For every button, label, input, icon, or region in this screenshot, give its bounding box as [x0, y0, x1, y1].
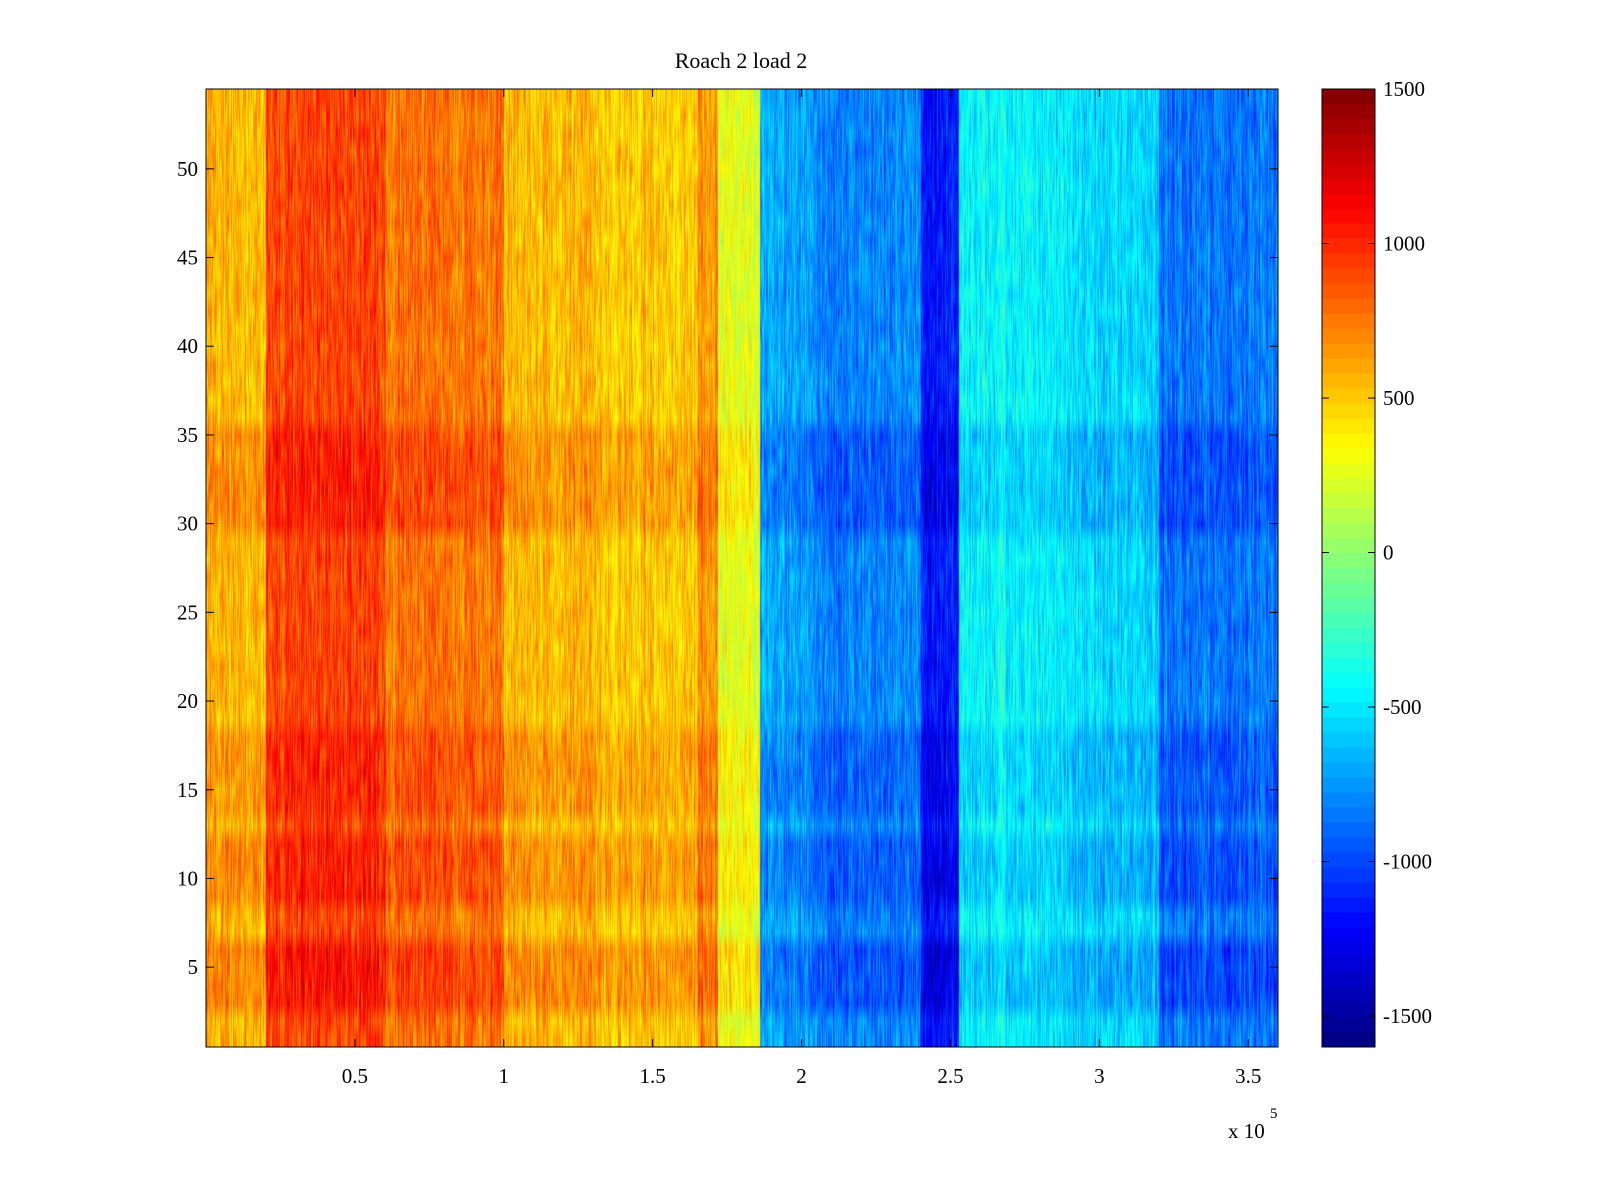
x-tick-label: 0.5 [342, 1064, 368, 1088]
x-tick-label: 3.5 [1235, 1064, 1261, 1088]
x-tick-label: 3 [1094, 1064, 1105, 1088]
heatmap-plot-area [205, 88, 1279, 1048]
colorbar-tick-label: 1500 [1383, 77, 1425, 101]
x-tick-label: 2.5 [937, 1064, 963, 1088]
x-tick-label: 2 [796, 1064, 807, 1088]
y-tick-label: 20 [177, 689, 198, 713]
y-tick-label: 25 [177, 600, 198, 624]
y-tick-label: 50 [177, 157, 198, 181]
y-tick-label: 10 [177, 866, 198, 890]
colorbar-tick-label: 1000 [1383, 232, 1425, 256]
colorbar-gradient [1322, 89, 1375, 1047]
y-tick-label: 15 [177, 778, 198, 802]
x-tick-label: 1 [499, 1064, 510, 1088]
colorbar-tick-label: 0 [1383, 541, 1394, 565]
colorbar: 1500 1000 500 0 -500 -1000 -1500 [1321, 77, 1432, 1048]
colorbar-tick-label: -500 [1383, 695, 1422, 719]
y-tick-label: 30 [177, 512, 198, 536]
chart-title: Roach 2 load 2 [675, 48, 808, 73]
y-tick-label: 35 [177, 423, 198, 447]
plot-frame [205, 88, 1279, 1048]
x-axis: 0.5 1 1.5 2 2.5 3 3.5 [342, 89, 1261, 1088]
x-tick-label: 1.5 [640, 1064, 666, 1088]
heatmap-cells [206, 89, 1278, 1047]
y-tick-label: 5 [188, 955, 199, 979]
colorbar-tick-label: -1000 [1383, 850, 1432, 874]
colorbar-ticks: 1500 1000 500 0 -500 -1000 -1500 [1322, 77, 1432, 1028]
x-exponent-base: x 10 [1228, 1119, 1265, 1143]
y-tick-label: 45 [177, 246, 198, 270]
colorbar-tick-label: -1500 [1383, 1004, 1432, 1028]
x-exponent-power: 5 [1270, 1106, 1278, 1122]
colorbar-tick-label: 500 [1383, 386, 1415, 410]
y-tick-label: 40 [177, 334, 198, 358]
y-axis: 5 10 15 20 25 30 35 40 45 50 [177, 157, 1278, 979]
colorbar-frame [1321, 88, 1376, 1048]
